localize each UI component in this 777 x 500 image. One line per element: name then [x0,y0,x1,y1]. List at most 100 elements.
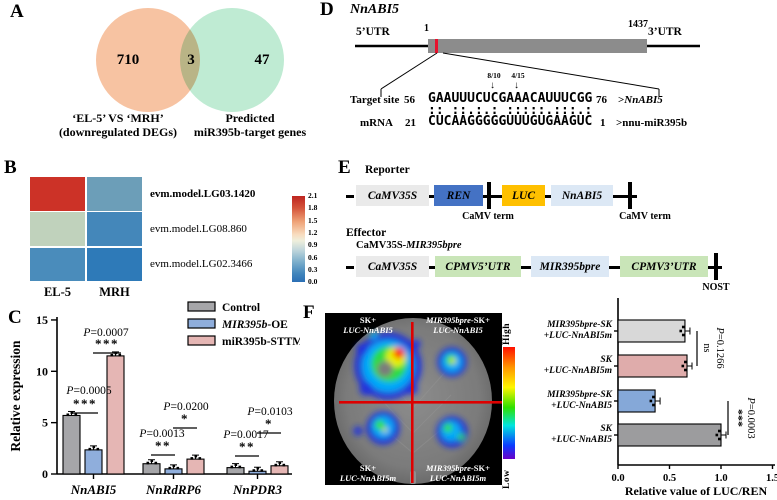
align-row2-end: 1 [600,117,606,129]
colorbar-tick-label: 1.8 [308,203,318,213]
backbone-dash [429,266,435,269]
reporter-title: Reporter [365,164,410,176]
backbone-dash [609,266,620,269]
svg-text:***: *** [73,396,97,411]
heatmap-cell [87,247,142,282]
heatmap-cell [87,177,142,211]
colorbar-tick-label: 0.3 [308,264,318,274]
panel-b-letter: B [4,157,17,178]
venn-left-label-line1: ‘EL-5’ VS ‘MRH’ [72,111,164,125]
svg-text:0.5: 0.5 [663,473,676,484]
ren-box: REN [434,185,483,206]
panel-f-letter: F [303,302,315,323]
mirna-sequence: CUCAAGGGGGUUUGUGAAGUC [428,114,593,129]
svg-text:10: 10 [36,364,48,378]
align-row2-label: mRNA [360,117,393,129]
effector-subtitle: CaMV35S-MIR395bpre [356,240,462,251]
f-bar-label-2-line1: SK [600,355,612,365]
down-arrow-icon: ↓ [490,80,495,91]
svg-text:NnRdRP6: NnRdRP6 [145,482,201,497]
colorbar-tick-label: 1.5 [308,215,318,225]
f-bar-label-4-line1: SK [600,424,612,434]
luc-box: LUC [502,185,545,206]
mir395bpre-box: MIR395bpre [531,256,609,277]
f-bar-label-1: MIR395bpre-SK +LUC-NnABI5m [512,320,612,341]
colorbar-tick-label: 0.6 [308,252,318,262]
nnabi5-box: NnABI5 [551,185,613,206]
svg-text:P=0.0005: P=0.0005 [65,385,111,397]
f-bar-label-1-line1: MIR395bpre-SK [547,320,612,330]
backbone-dash [429,195,434,198]
terminator-icon [628,182,632,209]
svg-text:NnABI5: NnABI5 [70,482,117,497]
svg-text:5: 5 [42,416,48,430]
svg-text:Relative value of LUC/REN: Relative value of LUC/REN [625,484,768,498]
camv-term-label-1: CaMV term [462,211,514,222]
quadrant-label-bl-line2: LUC-NnABI5m [339,473,397,483]
f-bar-label-4: SK +LUC-NnABI5 [512,424,612,445]
heatmap-colorbar-ticks: 2.1 1.8 1.5 1.2 0.9 0.6 0.3 0.0 [308,192,330,286]
svg-text:NnPDR3: NnPDR3 [232,482,283,497]
utr3-label: 3’UTR [648,26,682,38]
svg-text:P=0.0007: P=0.0007 [82,327,128,339]
scale-high-label: High [502,322,512,345]
camv35s-box-reporter: CaMV35S [356,185,429,206]
luciferase-leaf-image [325,313,502,485]
gene-model-diagram [355,39,700,97]
heatmap-cell [30,247,85,282]
align-row1-start: 56 [404,94,415,106]
expression-bar-chart: 0 5 10 15 NnABI5 NnRdRP6 NnPDR3 Relative expres… [8,301,300,497]
venn-right-circle [180,8,284,112]
nost-label: NOST [702,282,730,293]
quadrant-label-tr-rest: -SK+ [470,315,490,325]
heatmap-cell [30,212,85,246]
target-site-mark [435,39,438,53]
quadrant-label-br-line2: LUC-NnABI5m [429,473,487,483]
utr5-label: 5’UTR [356,26,390,38]
quadrant-label-tr-italic: MIR395bpre [426,315,471,325]
camv35s-box-effector: CaMV35S [356,256,429,277]
svg-text:*: * [181,411,189,426]
f-bar-label-4-line2: +LUC-NnABI5 [551,434,612,445]
svg-text:0: 0 [42,467,48,481]
venn-right-label-line2: miR395b-target genes [193,124,307,139]
align-row2-name: >nnu-miR395b [616,117,688,129]
mismatch-mark-1: 8/10 [487,71,501,80]
panel-c-letter: C [8,307,22,328]
luminescence-blobs [353,332,468,448]
heatmap-grid [30,177,144,282]
cds-end-number: 1437 [628,19,648,30]
svg-text:P=0.0103: P=0.0103 [246,406,292,418]
quadrant-label-tl-line2: LUC-NnABI5 [343,325,393,335]
svg-text:15: 15 [36,313,48,327]
svg-text:***: *** [732,409,746,427]
backbone-line [613,195,637,198]
cpmv5utr-box: CPMV5’UTR [435,256,521,277]
colorbar-tick-label: 0.9 [308,240,318,250]
quadrant-label-bl-line1: SK+ [359,463,377,473]
svg-text:0.0: 0.0 [611,473,624,484]
quadrant-label-tl-line1: SK+ [359,315,377,325]
quadrant-divider-horizontal [339,401,502,404]
svg-text:P=0.1266: P=0.1266 [714,326,725,368]
svg-text:**: ** [155,438,171,453]
panel-e-letter: E [338,157,351,178]
svg-text:1.0: 1.0 [714,473,727,484]
svg-text:P=0.0200: P=0.0200 [162,401,208,413]
colorbar-tick-label: 2.1 [308,191,318,200]
svg-text:P=0.0017: P=0.0017 [222,429,268,441]
venn-right-label-line1: Predicted [225,111,275,125]
target-sequence: GAAUUUCUCGAAACAUUUCGG [428,91,593,106]
backbone-line [483,195,502,198]
quadrant-label-br-rest: -SK+ [470,463,490,473]
svg-text:***: *** [95,336,119,351]
effector-subtitle-italic: MIR395bpre [406,240,462,251]
svg-text:*: * [265,416,273,431]
cds-box [428,39,647,53]
panel-d-letter: D [320,0,334,20]
heatmap-col-label-mrh: MRH [99,285,130,299]
svg-text:1.5: 1.5 [766,473,777,484]
heatmap-cell [30,177,85,211]
